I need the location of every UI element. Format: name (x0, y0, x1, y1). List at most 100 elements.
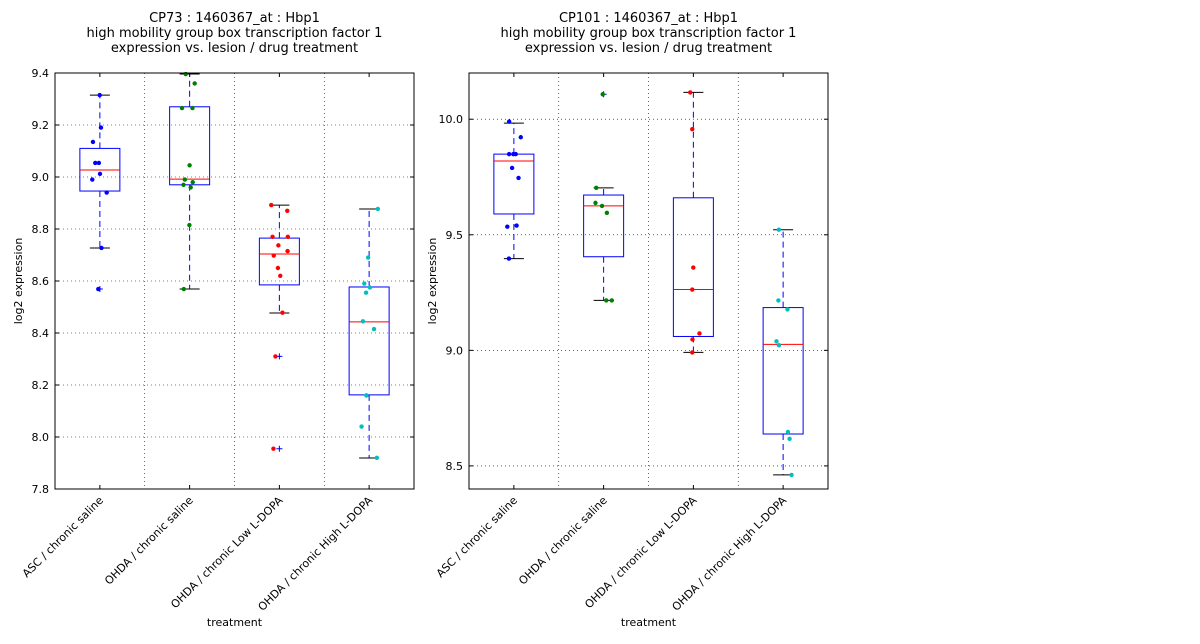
data-point (360, 319, 366, 324)
box (583, 194, 625, 258)
box (762, 307, 804, 435)
box-group-2 (169, 71, 211, 292)
data-point (97, 92, 102, 98)
data-point (604, 210, 610, 216)
y-axis-label: log2 expression (426, 238, 439, 325)
data-point (594, 185, 599, 191)
data-point (276, 243, 281, 248)
box-group-1 (79, 92, 121, 293)
box (672, 197, 714, 337)
data-point (690, 126, 695, 132)
axes-frame (54, 72, 415, 490)
data-point (280, 310, 285, 315)
y-tick-label: 8.8 (32, 223, 50, 236)
data-point (690, 287, 695, 292)
chart-title-line: high mobility group box transcription fa… (501, 26, 797, 41)
data-point (518, 135, 523, 140)
data-point (609, 298, 615, 303)
data-point (789, 472, 794, 478)
data-point (776, 298, 781, 303)
y-tick-label: 8.4 (32, 327, 50, 340)
y-tick-label: 9.5 (446, 229, 464, 242)
data-point (505, 224, 510, 229)
data-point (187, 222, 192, 228)
box-group-3 (672, 90, 714, 355)
box-group-3 (258, 202, 300, 452)
data-point (785, 429, 791, 435)
data-point (179, 105, 185, 111)
data-point (90, 177, 95, 182)
box (169, 106, 211, 186)
x-tick-label: OHDA / chronic saline (516, 494, 610, 588)
data-point (271, 446, 276, 451)
data-point (192, 81, 197, 86)
chart-title-line: high mobility group box transcription fa… (87, 26, 383, 41)
data-point (285, 248, 290, 254)
data-point (181, 286, 186, 292)
y-tick-label: 8.0 (32, 431, 50, 444)
data-point (104, 190, 109, 195)
data-point (363, 290, 369, 295)
data-point (514, 223, 519, 228)
data-point (99, 245, 104, 251)
data-point (604, 298, 609, 303)
data-point (776, 343, 782, 348)
y-tick-label: 9.4 (32, 67, 50, 80)
y-tick-label: 8.5 (446, 460, 464, 473)
data-point (273, 354, 278, 359)
chart-title-line: CP73 : 1460367_at : Hbp1 (149, 11, 320, 26)
data-point (93, 160, 98, 166)
data-point (359, 424, 364, 429)
data-point (785, 307, 790, 312)
axes-frame (468, 72, 829, 490)
x-axis-label: treatment (621, 616, 677, 629)
data-point (776, 227, 782, 232)
data-point (188, 185, 193, 190)
data-point (96, 160, 102, 166)
data-point (364, 393, 369, 398)
data-point (506, 151, 512, 157)
box-group-1 (493, 119, 535, 261)
data-point (182, 177, 188, 182)
data-point (269, 202, 274, 208)
data-point (270, 234, 275, 239)
y-tick-label: 7.8 (32, 483, 50, 496)
data-point (285, 208, 290, 213)
data-point (362, 281, 367, 286)
chart-title-line: CP101 : 1460367_at : Hbp1 (559, 11, 738, 26)
data-point (275, 265, 281, 271)
data-point (190, 105, 195, 111)
data-point (600, 92, 605, 97)
data-point (285, 234, 291, 239)
y-tick-label: 10.0 (439, 113, 464, 126)
data-point (375, 206, 381, 212)
data-point (506, 256, 512, 261)
data-point (690, 350, 695, 355)
x-axis-label: treatment (207, 616, 263, 629)
x-tick-label: ASC / chronic saline (20, 494, 106, 580)
data-point (374, 455, 379, 460)
box (258, 237, 300, 286)
y-tick-label: 9.0 (32, 171, 50, 184)
x-tick-label: OHDA / chronic saline (102, 494, 196, 588)
flier-marker (276, 445, 283, 452)
data-point (509, 165, 515, 171)
data-point (690, 337, 695, 342)
x-tick-label: ASC / chronic saline (434, 494, 520, 580)
data-point (181, 182, 186, 187)
data-point (688, 90, 693, 95)
data-point (371, 326, 377, 332)
data-point (365, 255, 371, 260)
box-group-2 (583, 91, 625, 303)
data-point (691, 265, 696, 270)
box (348, 286, 390, 396)
y-tick-label: 9.0 (446, 344, 464, 357)
data-point (787, 436, 792, 442)
data-point (90, 139, 96, 145)
chart-title-line: expression vs. lesion / drug treatment (525, 41, 772, 56)
data-point (278, 273, 283, 278)
data-point (187, 163, 192, 168)
data-point (96, 286, 101, 292)
